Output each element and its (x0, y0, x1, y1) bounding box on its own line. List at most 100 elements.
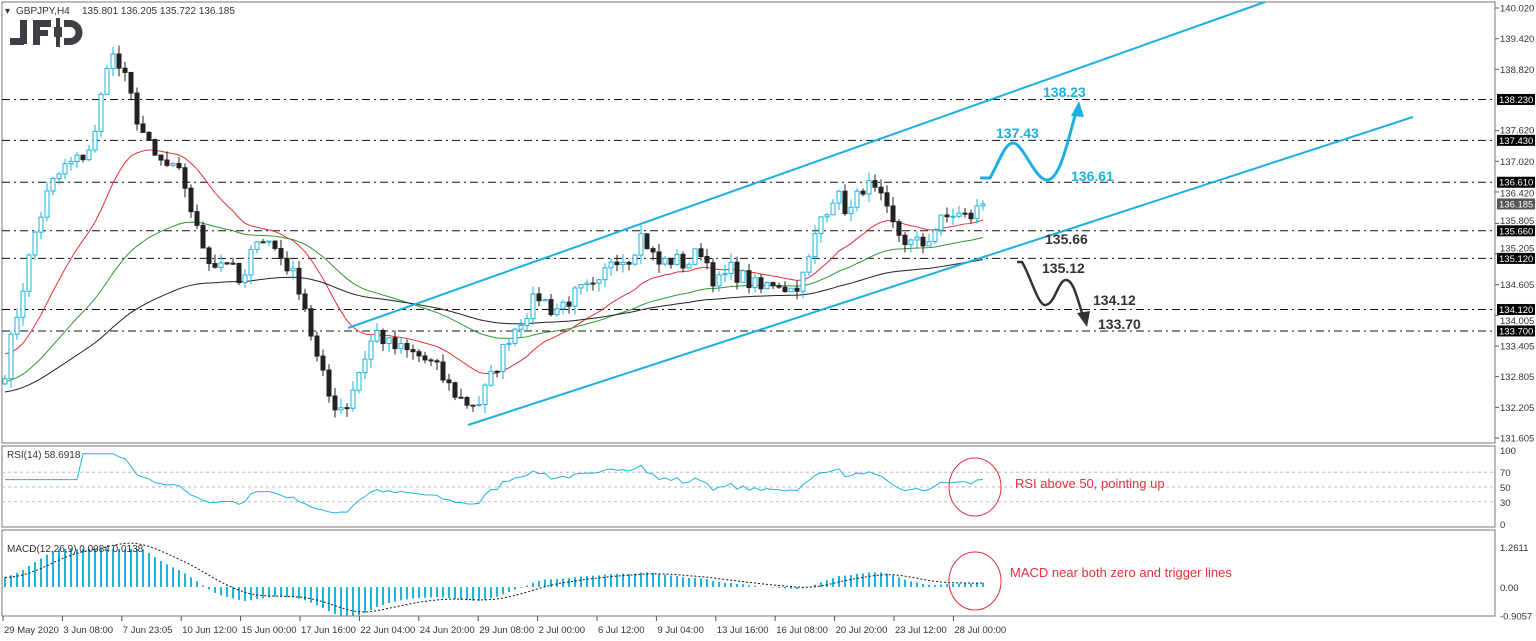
candle-bull (596, 279, 602, 284)
candle-bear (182, 167, 188, 189)
y-tick-label: 137.020 (1500, 157, 1534, 168)
support-label-135-66: 135.66 (1045, 231, 1088, 247)
rsi-tick-label: 30 (1500, 498, 1511, 509)
candle-bear (206, 247, 212, 265)
candle-bear (920, 236, 926, 247)
target-label-138-23: 138.23 (1043, 84, 1086, 100)
level-tag (1497, 252, 1535, 264)
candle-bull (572, 287, 578, 307)
y-tick-label: 132.805 (1500, 372, 1534, 383)
y-tick-label: 132.205 (1500, 403, 1534, 414)
candle-bear (296, 267, 302, 295)
candle-bull (368, 340, 374, 360)
x-tick-label: 29 May 2020 (4, 625, 59, 636)
y-tick-label: 135.805 (1500, 216, 1534, 227)
target-label-137-43: 137.43 (996, 125, 1039, 141)
candle-bull (530, 293, 536, 320)
candle-bear (494, 370, 500, 373)
candle-bull (692, 248, 698, 265)
candle-bear (650, 248, 656, 253)
dropdown-arrow-icon[interactable]: ▾ (5, 6, 10, 17)
rsi-tick-label: 50 (1500, 483, 1511, 494)
candle-bear (566, 301, 572, 307)
jfd-logo (10, 18, 83, 47)
candle-bull (356, 372, 362, 391)
candle-bull (830, 202, 836, 216)
candle-bull (20, 290, 26, 318)
support-label-134-12: 134.12 (1093, 292, 1136, 308)
candle-bear (968, 212, 974, 220)
candle-bull (806, 256, 812, 273)
candle-bull (38, 216, 44, 233)
candle-bull (374, 330, 380, 342)
candle-bear (962, 212, 968, 215)
candle-bull (98, 93, 104, 132)
candle-bull (926, 241, 932, 247)
ohlc-values: 135.801 136.205 135.722 136.185 (82, 6, 235, 17)
candle-bull (812, 233, 818, 258)
x-axis: 29 May 2020 3 Jun 08:00 7 Jun 23:05 10 Jun … (2, 616, 1006, 636)
candle-bull (62, 163, 68, 175)
candle-bear (128, 71, 134, 94)
rsi-highlight-circle (948, 457, 1002, 517)
candle-bull (362, 358, 368, 374)
candle-bear (284, 257, 290, 272)
ma-red-line (4, 149, 984, 375)
bullish-scenario-arrow (980, 111, 1078, 182)
candle-bear (704, 255, 710, 264)
y-tick-label: 135.205 (1500, 243, 1534, 254)
candle-bear (734, 261, 740, 283)
candle-bear (794, 287, 800, 292)
candle-bull (488, 370, 494, 386)
candle-bull (980, 203, 986, 207)
candle-bull (848, 206, 854, 215)
y-tick-label: 139.420 (1500, 34, 1534, 45)
candles (2, 45, 986, 418)
candle-bull (866, 180, 872, 195)
rsi-label: RSI(14) 58.6918 (7, 450, 81, 461)
candle-bear (590, 282, 596, 285)
candle-bull (476, 403, 482, 407)
candle-bear (422, 355, 428, 361)
candle-bull (584, 282, 590, 286)
current-price-tag (1497, 198, 1535, 210)
candle-bull (518, 324, 524, 330)
candle-bull (716, 274, 722, 287)
candle-bull (74, 154, 80, 163)
candle-bear (194, 211, 200, 226)
candle-bear (80, 154, 86, 161)
candle-bear (428, 359, 434, 362)
candle-bull (974, 205, 980, 220)
candle-bull (638, 233, 644, 256)
level-tag-label: 137.430 (1499, 136, 1533, 147)
candle-bear (116, 53, 122, 69)
arrow-up-icon (1071, 101, 1084, 117)
candle-bull (32, 231, 38, 256)
candle-bear (770, 282, 776, 287)
horizontal-levels (2, 98, 1495, 332)
candle-bull (938, 214, 944, 231)
rsi-tick-label: 70 (1500, 468, 1511, 479)
macd-tick-label: 0.00 (1500, 583, 1519, 594)
level-tag-label: 138.230 (1499, 95, 1533, 106)
candle-bull (500, 343, 506, 373)
candle-bull (788, 287, 794, 293)
candle-bear (626, 261, 632, 265)
candle-bull (350, 389, 356, 409)
y-tick-label: 138.820 (1500, 65, 1534, 76)
x-tick-label: 20 Jul 20:00 (836, 625, 888, 636)
rsi-tick-label: 0 (1500, 520, 1505, 531)
candle-bear (548, 299, 554, 316)
level-tag-label: 135.120 (1499, 254, 1533, 265)
candle-bull (836, 190, 842, 204)
candle-bear (434, 360, 440, 363)
candle-bear (380, 330, 386, 345)
candle-bull (854, 190, 860, 208)
candle-bull (632, 254, 638, 265)
candle-bull (242, 274, 248, 284)
level-tag (1497, 325, 1535, 337)
support-label-133-70: 133.70 (1098, 316, 1141, 332)
level-tag (1497, 134, 1535, 146)
level-tag (1497, 93, 1535, 105)
